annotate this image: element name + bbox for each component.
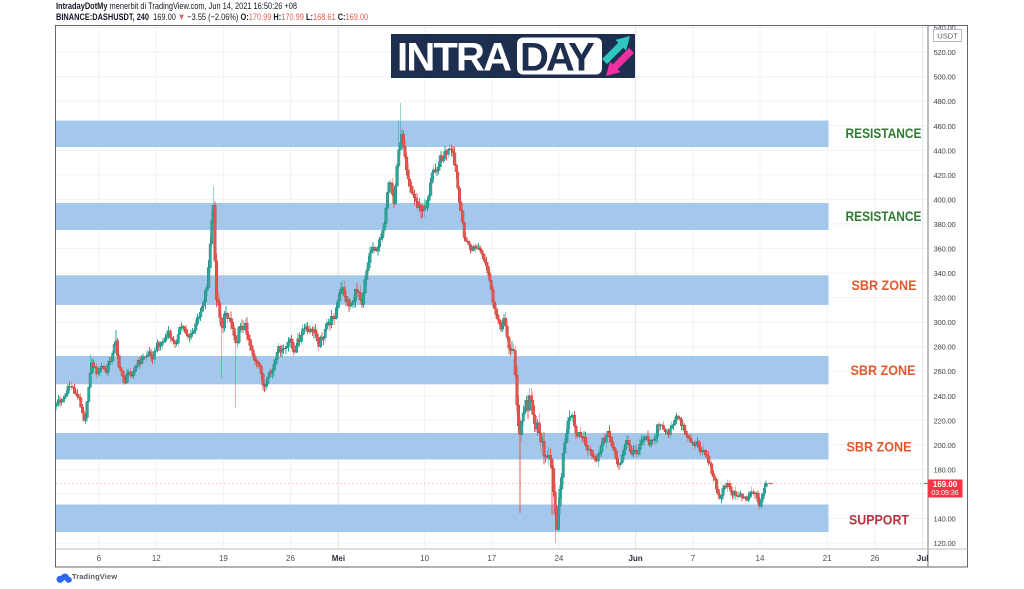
- svg-text:17: 17: [487, 554, 496, 563]
- svg-text:21: 21: [823, 554, 832, 563]
- svg-text:360.00: 360.00: [934, 245, 956, 254]
- svg-text:Jul: Jul: [917, 554, 929, 563]
- svg-text:500.00: 500.00: [934, 73, 956, 82]
- svg-text:03:09:36: 03:09:36: [931, 490, 958, 497]
- svg-text:Mei: Mei: [332, 554, 345, 563]
- svg-text:10: 10: [420, 554, 429, 563]
- svg-text:460.00: 460.00: [934, 122, 956, 131]
- svg-text:120.00: 120.00: [934, 539, 956, 548]
- svg-text:24: 24: [554, 554, 563, 563]
- svg-text:140.00: 140.00: [934, 515, 956, 524]
- svg-text:220.00: 220.00: [934, 416, 956, 425]
- svg-text:380.00: 380.00: [934, 220, 956, 229]
- svg-text:SBR ZONE: SBR ZONE: [852, 277, 917, 293]
- svg-text:420.00: 420.00: [934, 171, 956, 180]
- svg-text:6: 6: [97, 554, 102, 563]
- svg-text:480.00: 480.00: [934, 97, 956, 106]
- svg-text:Jun: Jun: [628, 554, 642, 563]
- svg-text:SBR ZONE: SBR ZONE: [847, 439, 912, 455]
- svg-text:7: 7: [691, 554, 696, 563]
- svg-text:RESISTANCE: RESISTANCE: [846, 208, 922, 224]
- svg-text:14: 14: [756, 554, 765, 563]
- svg-text:200.00: 200.00: [934, 441, 956, 450]
- svg-text:520.00: 520.00: [934, 48, 956, 57]
- svg-text:26: 26: [286, 554, 295, 563]
- svg-text:180.00: 180.00: [934, 465, 956, 474]
- svg-text:26: 26: [870, 554, 879, 563]
- svg-text:260.00: 260.00: [934, 367, 956, 376]
- svg-text:12: 12: [152, 554, 161, 563]
- svg-text:INTRA: INTRA: [397, 36, 511, 79]
- svg-text:300.00: 300.00: [934, 318, 956, 327]
- svg-text:540.00: 540.00: [934, 24, 956, 33]
- svg-text:RESISTANCE: RESISTANCE: [846, 125, 922, 141]
- svg-text:169.00: 169.00: [933, 480, 958, 489]
- svg-text:SUPPORT: SUPPORT: [849, 512, 909, 528]
- svg-text:DAY: DAY: [520, 36, 595, 79]
- svg-text:280.00: 280.00: [934, 343, 956, 352]
- svg-text:240.00: 240.00: [934, 392, 956, 401]
- svg-text:400.00: 400.00: [934, 195, 956, 204]
- svg-text:SBR ZONE: SBR ZONE: [851, 362, 916, 378]
- svg-text:USDT: USDT: [937, 32, 958, 41]
- svg-text:340.00: 340.00: [934, 269, 956, 278]
- svg-text:320.00: 320.00: [934, 294, 956, 303]
- svg-text:19: 19: [219, 554, 228, 563]
- svg-text:440.00: 440.00: [934, 146, 956, 155]
